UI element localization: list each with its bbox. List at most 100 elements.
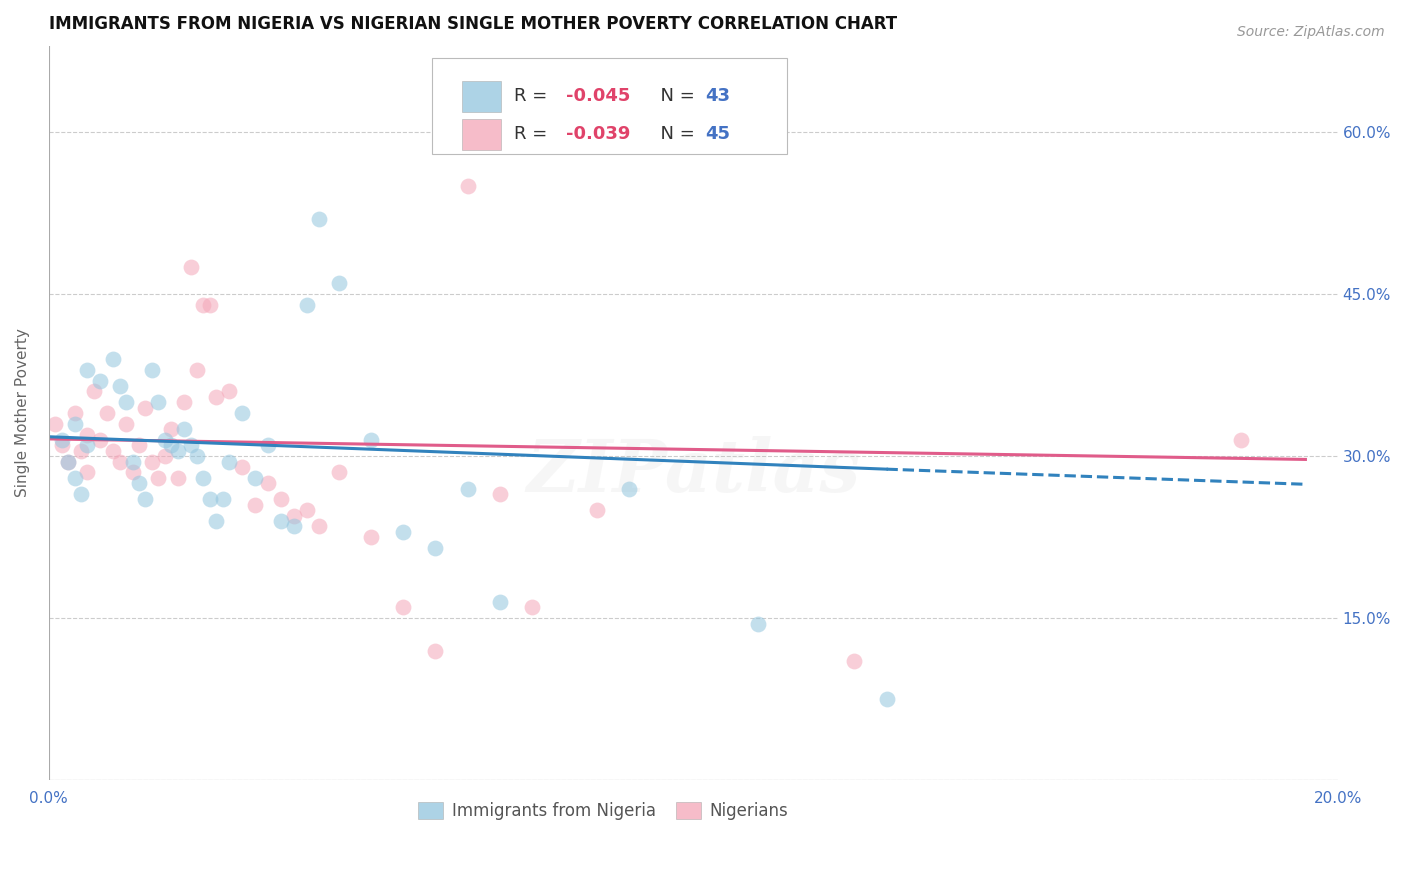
Point bbox=[283, 508, 305, 523]
Point bbox=[392, 600, 415, 615]
Point bbox=[141, 363, 163, 377]
Point bbox=[83, 384, 105, 399]
Text: -0.045: -0.045 bbox=[565, 87, 630, 105]
Point bbox=[489, 595, 512, 609]
Point bbox=[76, 438, 98, 452]
Point bbox=[186, 449, 208, 463]
Point bbox=[520, 600, 543, 615]
Point bbox=[89, 374, 111, 388]
Point bbox=[134, 401, 156, 415]
Point bbox=[425, 541, 447, 555]
Point bbox=[76, 466, 98, 480]
Point bbox=[360, 433, 382, 447]
Point bbox=[457, 482, 479, 496]
Text: R =: R = bbox=[515, 125, 553, 143]
Point bbox=[270, 514, 292, 528]
Point bbox=[243, 498, 266, 512]
Point bbox=[218, 454, 240, 468]
Point bbox=[180, 260, 202, 274]
Point bbox=[231, 460, 253, 475]
Point bbox=[617, 482, 640, 496]
Point bbox=[148, 471, 170, 485]
Point bbox=[63, 417, 86, 431]
Text: IMMIGRANTS FROM NIGERIA VS NIGERIAN SINGLE MOTHER POVERTY CORRELATION CHART: IMMIGRANTS FROM NIGERIA VS NIGERIAN SING… bbox=[49, 15, 897, 33]
Point bbox=[328, 277, 350, 291]
Point bbox=[489, 487, 512, 501]
Text: Source: ZipAtlas.com: Source: ZipAtlas.com bbox=[1237, 25, 1385, 39]
Point bbox=[44, 417, 66, 431]
Point bbox=[108, 454, 131, 468]
Point bbox=[173, 422, 195, 436]
Point bbox=[585, 503, 607, 517]
Point bbox=[148, 395, 170, 409]
Point bbox=[160, 422, 183, 436]
Point bbox=[198, 492, 221, 507]
Point bbox=[108, 379, 131, 393]
Text: ZIPatlas: ZIPatlas bbox=[526, 436, 860, 508]
Point bbox=[173, 395, 195, 409]
Point bbox=[63, 471, 86, 485]
Point bbox=[103, 351, 125, 366]
Point bbox=[257, 476, 280, 491]
Point bbox=[56, 454, 79, 468]
Point bbox=[115, 417, 138, 431]
Text: 45: 45 bbox=[704, 125, 730, 143]
Bar bbox=[463, 80, 501, 112]
Point bbox=[218, 384, 240, 399]
Point bbox=[51, 433, 73, 447]
Point bbox=[121, 466, 143, 480]
Point bbox=[295, 298, 318, 312]
Point bbox=[160, 438, 183, 452]
Point bbox=[128, 438, 150, 452]
Point bbox=[166, 443, 188, 458]
Point bbox=[844, 655, 866, 669]
Point bbox=[308, 519, 330, 533]
Point bbox=[425, 643, 447, 657]
Point bbox=[115, 395, 138, 409]
Point bbox=[70, 487, 93, 501]
Point bbox=[193, 471, 215, 485]
Point bbox=[153, 449, 176, 463]
Text: -0.039: -0.039 bbox=[565, 125, 630, 143]
Point bbox=[166, 471, 188, 485]
Point bbox=[70, 443, 93, 458]
Point bbox=[392, 524, 415, 539]
Legend: Immigrants from Nigeria, Nigerians: Immigrants from Nigeria, Nigerians bbox=[412, 796, 794, 827]
Point bbox=[231, 406, 253, 420]
Point bbox=[1230, 433, 1253, 447]
FancyBboxPatch shape bbox=[432, 58, 787, 154]
Point bbox=[76, 363, 98, 377]
Point bbox=[211, 492, 233, 507]
Point bbox=[193, 298, 215, 312]
Point bbox=[141, 454, 163, 468]
Point bbox=[283, 519, 305, 533]
Point bbox=[96, 406, 118, 420]
Point bbox=[328, 466, 350, 480]
Point bbox=[747, 616, 769, 631]
Text: N =: N = bbox=[650, 125, 700, 143]
Point bbox=[134, 492, 156, 507]
Point bbox=[128, 476, 150, 491]
Point bbox=[205, 390, 228, 404]
Point bbox=[360, 530, 382, 544]
Point bbox=[180, 438, 202, 452]
Point bbox=[103, 443, 125, 458]
Text: 43: 43 bbox=[704, 87, 730, 105]
Point bbox=[257, 438, 280, 452]
Point bbox=[63, 406, 86, 420]
Point bbox=[153, 433, 176, 447]
Point bbox=[186, 363, 208, 377]
Point bbox=[243, 471, 266, 485]
Point bbox=[51, 438, 73, 452]
Point bbox=[308, 211, 330, 226]
Point bbox=[56, 454, 79, 468]
Bar bbox=[463, 119, 501, 150]
Point bbox=[270, 492, 292, 507]
Point bbox=[76, 427, 98, 442]
Point bbox=[295, 503, 318, 517]
Point bbox=[876, 692, 898, 706]
Point bbox=[205, 514, 228, 528]
Point bbox=[457, 179, 479, 194]
Text: R =: R = bbox=[515, 87, 553, 105]
Y-axis label: Single Mother Poverty: Single Mother Poverty bbox=[15, 328, 30, 498]
